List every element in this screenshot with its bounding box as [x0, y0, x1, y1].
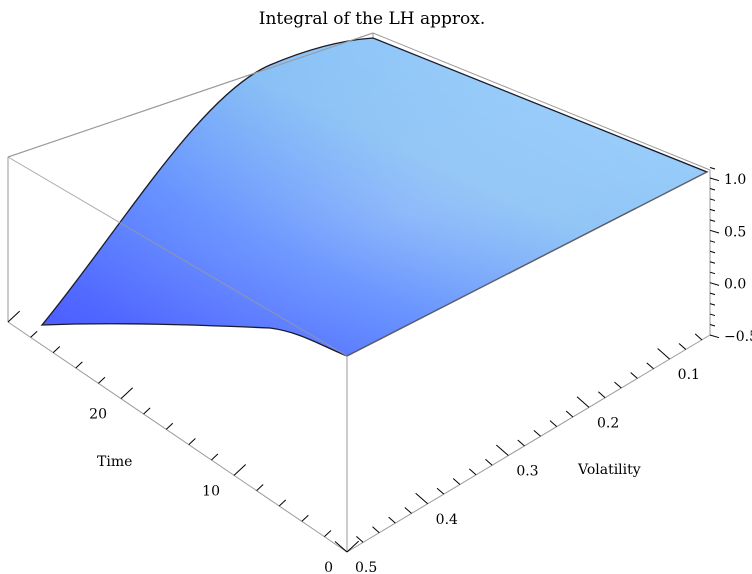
- volatility-minor-tick: [468, 468, 477, 476]
- value-minor-tick: [709, 198, 716, 201]
- volatility-minor-tick: [436, 487, 445, 495]
- volatility-major-tick: [657, 348, 670, 360]
- value-minor-tick: [709, 271, 716, 275]
- time-axis-label: Time: [97, 454, 132, 470]
- volatility-major-tick: [496, 444, 509, 456]
- value-minor-tick: [709, 324, 716, 327]
- volatility-minor-tick: [356, 536, 364, 543]
- time-minor-tick: [278, 499, 287, 507]
- volatility-tick-label: 0.2: [597, 415, 619, 431]
- volatility-minor-tick: [678, 343, 687, 350]
- volatility-minor-tick: [533, 429, 541, 437]
- value-minor-tick: [709, 292, 716, 296]
- time-axis: 0102030: [7, 310, 360, 574]
- time-minor-tick: [52, 346, 61, 354]
- chart-title: Integral of the LH approx.: [259, 9, 486, 29]
- time-tick-label: 0: [324, 560, 333, 574]
- time-minor-tick: [98, 376, 106, 384]
- value-major-tick: [709, 177, 720, 182]
- value-major-tick: [709, 282, 720, 286]
- time-major-tick: [120, 387, 134, 400]
- time-major-tick: [7, 310, 21, 323]
- volatility-major-tick: [334, 541, 348, 553]
- time-minor-tick: [324, 530, 332, 538]
- volatility-minor-tick: [630, 372, 638, 379]
- value-minor-tick: [709, 167, 716, 170]
- volatility-minor-tick: [452, 478, 461, 485]
- value-tick-label: 0.5: [724, 224, 746, 240]
- volatility-tick-label: 0.3: [516, 464, 538, 480]
- value-minor-tick: [709, 303, 716, 306]
- volatility-tick-label: 0.1: [678, 367, 700, 383]
- value-major-tick: [709, 229, 720, 234]
- time-minor-tick: [211, 453, 219, 461]
- volatility-tick-label: 0.5: [355, 560, 377, 574]
- volatility-minor-tick: [372, 526, 380, 534]
- time-tick-label: 10: [202, 483, 220, 499]
- time-minor-tick: [165, 422, 174, 430]
- volatility-tick-label: 0.4: [436, 512, 458, 528]
- volatility-minor-tick: [388, 516, 396, 524]
- value-minor-tick: [709, 187, 716, 191]
- volatility-minor-tick: [565, 410, 574, 418]
- volatility-minor-tick: [646, 362, 654, 370]
- volatility-minor-tick: [404, 507, 412, 514]
- surface-outline: [40, 37, 709, 357]
- value-axis: −0.5 0.0 0.5 1.0: [709, 167, 752, 345]
- volatility-minor-tick: [598, 391, 606, 399]
- value-tick-label: 1.0: [724, 172, 746, 188]
- value-minor-tick: [709, 240, 716, 243]
- bounding-box-front: [7, 32, 711, 553]
- volatility-axis: 0.1 0.2 0.3 0.4 0.5: [334, 333, 703, 574]
- value-minor-tick: [709, 219, 716, 222]
- time-major-tick: [346, 540, 360, 553]
- time-minor-tick: [256, 484, 264, 492]
- value-minor-tick: [709, 261, 716, 264]
- volatility-minor-tick: [549, 420, 558, 427]
- volatility-minor-tick: [485, 458, 493, 466]
- value-major-tick: [709, 334, 720, 339]
- value-minor-tick: [709, 208, 716, 212]
- time-tick-label: 20: [89, 407, 107, 423]
- time-major-tick: [233, 464, 247, 476]
- time-minor-tick: [143, 407, 151, 415]
- value-tick-label: 0.0: [724, 277, 746, 293]
- volatility-minor-tick: [694, 333, 703, 341]
- time-minor-tick: [30, 330, 38, 338]
- value-tick-label: −0.5: [724, 329, 752, 345]
- value-minor-tick: [709, 250, 716, 254]
- volatility-major-tick: [415, 492, 428, 505]
- time-minor-tick: [301, 514, 309, 522]
- surface-glow: [42, 38, 707, 356]
- surface: [40, 37, 709, 357]
- volatility-axis-label: Volatility: [577, 462, 641, 478]
- volatility-minor-tick: [517, 439, 525, 447]
- time-minor-tick: [75, 361, 83, 369]
- value-minor-tick: [709, 313, 716, 317]
- volatility-minor-tick: [614, 381, 622, 389]
- volatility-major-tick: [576, 396, 590, 408]
- time-minor-tick: [188, 438, 196, 446]
